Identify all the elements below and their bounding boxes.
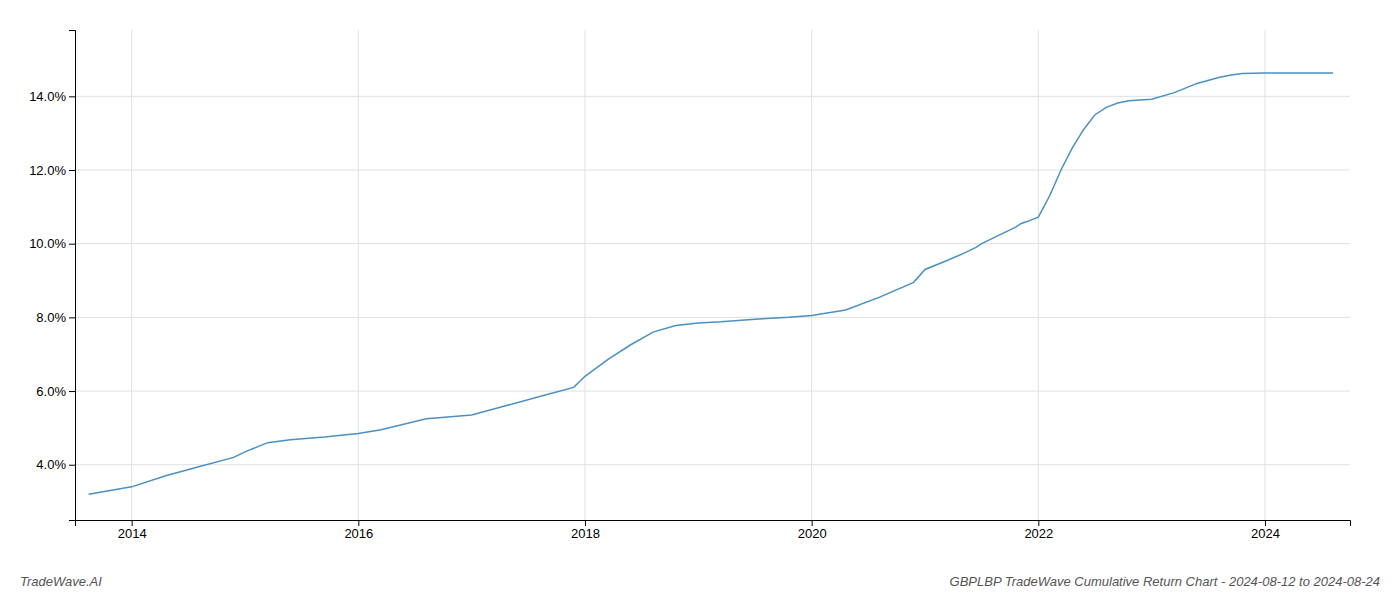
tick-label: 2020 xyxy=(798,526,827,541)
tick-label: 2022 xyxy=(1024,526,1053,541)
tick-mark xyxy=(69,391,75,392)
tick: 2022 xyxy=(1024,520,1053,541)
tick-mark xyxy=(132,520,133,526)
tick: 14.0% xyxy=(29,89,75,104)
line xyxy=(89,73,1333,494)
tick-label: 12.0% xyxy=(29,163,66,178)
grid-line xyxy=(358,30,359,520)
grid-line xyxy=(75,317,1350,318)
x-axis: 2014 2016 2018 2020 2022 2024 xyxy=(76,520,1351,541)
tick-label: 2016 xyxy=(344,526,373,541)
tick: 6.0% xyxy=(36,384,75,399)
tick: 2018 xyxy=(571,520,600,541)
tick-mark xyxy=(1265,520,1266,526)
tick-label: 8.0% xyxy=(36,310,66,325)
tick-mark xyxy=(69,244,75,245)
tick-mark xyxy=(69,170,75,171)
tick: 2024 xyxy=(1251,520,1280,541)
grid-line xyxy=(585,30,586,520)
y-axis: 4.0% 6.0% 8.0% 10.0% 12.0% 14.0% xyxy=(29,31,75,521)
tick-label: 2014 xyxy=(118,526,147,541)
grid-line xyxy=(75,464,1350,465)
plot: 2014 2016 2018 2020 2022 2024 4.0% 6.0% 8.0% 10.0… xyxy=(29,30,1350,541)
tick-mark xyxy=(585,520,586,526)
grid-line xyxy=(811,30,812,520)
tick-label: 2024 xyxy=(1251,526,1280,541)
tick-mark xyxy=(69,96,75,97)
tick-mark xyxy=(1038,520,1039,526)
tick: 12.0% xyxy=(29,163,75,178)
tick-label: 2018 xyxy=(571,526,600,541)
tick-label: 6.0% xyxy=(36,384,66,399)
grid-line xyxy=(131,30,132,520)
grid-line xyxy=(75,243,1350,244)
tick-mark xyxy=(69,317,75,318)
tick: 4.0% xyxy=(36,457,75,472)
grid-line xyxy=(75,391,1350,392)
tick-mark xyxy=(69,465,75,466)
tick-label: 10.0% xyxy=(29,236,66,251)
tick-mark xyxy=(358,520,359,526)
axis-line xyxy=(76,521,1351,527)
grid-line xyxy=(1038,30,1039,520)
marks xyxy=(89,73,1333,494)
tick: 2014 xyxy=(118,520,147,541)
tick-label: 4.0% xyxy=(36,457,66,472)
axis-line xyxy=(69,31,76,521)
grid xyxy=(75,30,1350,520)
tick: 2020 xyxy=(798,520,827,541)
tick-label: 14.0% xyxy=(29,89,66,104)
grid-line xyxy=(1265,30,1266,520)
tick: 8.0% xyxy=(36,310,75,325)
grid-line xyxy=(75,170,1350,171)
tick: 10.0% xyxy=(29,236,75,251)
tick: 2016 xyxy=(344,520,373,541)
title: GBPLBP TradeWave Cumulative Return Chart… xyxy=(950,574,1380,589)
tick-mark xyxy=(812,520,813,526)
chart: 2014 2016 2018 2020 2022 2024 4.0% 6.0% 8.0% 10.0… xyxy=(0,0,1400,600)
annotation: TradeWave.AI xyxy=(20,574,102,589)
